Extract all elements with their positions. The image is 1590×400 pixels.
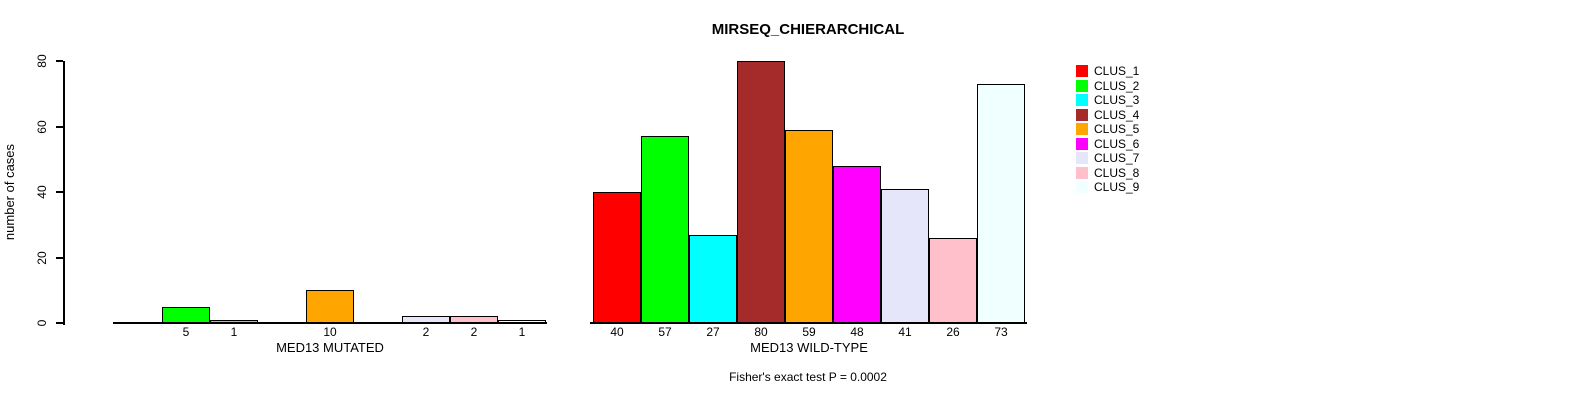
bar-value-label: 57: [658, 325, 672, 339]
bar-clus_7-group1: [881, 189, 929, 323]
y-axis-tick-label: 80: [35, 54, 49, 68]
legend-swatch-clus_1: [1076, 65, 1088, 77]
y-axis-tick: [56, 60, 63, 62]
legend-swatch-clus_9: [1076, 181, 1088, 193]
legend-label: CLUS_2: [1094, 78, 1140, 93]
legend-swatch-clus_5: [1076, 123, 1088, 135]
y-axis-tick: [56, 125, 63, 128]
bar-value-label: 5: [182, 325, 190, 339]
bar-clus_3-group1: [689, 235, 737, 323]
legend-swatch-clus_3: [1076, 94, 1088, 106]
y-axis-tick: [56, 322, 63, 324]
legend-label: CLUS_6: [1094, 136, 1140, 151]
bar-clus_6-group1: [833, 166, 881, 323]
chart-title: MIRSEQ_CHIERARCHICAL: [711, 21, 905, 38]
bar-value-label: 2: [470, 325, 478, 339]
legend-label: CLUS_3: [1094, 93, 1140, 107]
fisher-test-annotation: Fisher's exact test P = 0.0002: [729, 370, 887, 384]
legend-label: CLUS_9: [1094, 180, 1140, 194]
bar-clus_2-group0: [162, 307, 210, 323]
bar-clus_8-group0: [450, 316, 498, 323]
legend-label: CLUS_8: [1094, 165, 1140, 180]
y-axis-line: [63, 61, 65, 325]
legend-swatch-clus_4: [1076, 108, 1088, 121]
legend-label: CLUS_7: [1094, 151, 1140, 165]
legend-label: CLUS_1: [1094, 64, 1140, 78]
legend-label: CLUS_4: [1094, 107, 1140, 122]
bar-value-label: 40: [610, 325, 624, 339]
bar-value-label: 10: [323, 325, 337, 339]
bar-clus_9-group1: [977, 84, 1025, 323]
x-axis-line: [590, 322, 1027, 324]
bar-clus_2-group1: [641, 136, 689, 323]
bar-value-label: 59: [802, 325, 816, 339]
bar-clus_7-group0: [402, 316, 450, 323]
bar-value-label: 48: [850, 325, 864, 339]
bar-clus_9-group0: [498, 320, 546, 323]
y-axis-tick-label: 40: [35, 185, 49, 199]
y-axis-tick-label: 0: [35, 319, 49, 327]
bar-value-label: 27: [706, 325, 720, 339]
bar-clus_4-group1: [737, 61, 785, 323]
bar-value-label: 1: [230, 325, 238, 339]
legend-swatch-clus_2: [1076, 79, 1088, 92]
bar-clus_1-group1: [593, 192, 641, 323]
y-axis-tick: [56, 191, 63, 193]
bar-value-label: 41: [898, 325, 912, 339]
x-group-label-wildtype: MED13 WILD-TYPE: [750, 340, 868, 355]
legend-swatch-clus_6: [1076, 137, 1088, 150]
bar-clus_5-group1: [785, 130, 833, 323]
bar-clus_3-group0: [210, 320, 258, 323]
legend-label: CLUS_5: [1094, 122, 1140, 136]
legend-swatch-clus_8: [1076, 166, 1088, 179]
y-axis-tick: [56, 256, 63, 259]
legend-swatch-clus_7: [1076, 152, 1088, 164]
bar-value-label: 2: [422, 325, 430, 339]
y-axis-tick-label: 60: [35, 119, 49, 134]
bar-clus_5-group0: [306, 290, 354, 323]
x-axis-line: [113, 322, 547, 324]
y-axis-label: number of cases: [2, 143, 17, 241]
y-axis-tick-label: 20: [35, 250, 49, 265]
bar-value-label: 80: [754, 325, 768, 339]
bar-clus_8-group1: [929, 238, 977, 323]
x-group-label-mutated: MED13 MUTATED: [276, 340, 384, 355]
bar-value-label: 26: [946, 325, 960, 339]
bar-value-label: 73: [994, 325, 1008, 339]
bar-value-label: 1: [518, 325, 526, 339]
